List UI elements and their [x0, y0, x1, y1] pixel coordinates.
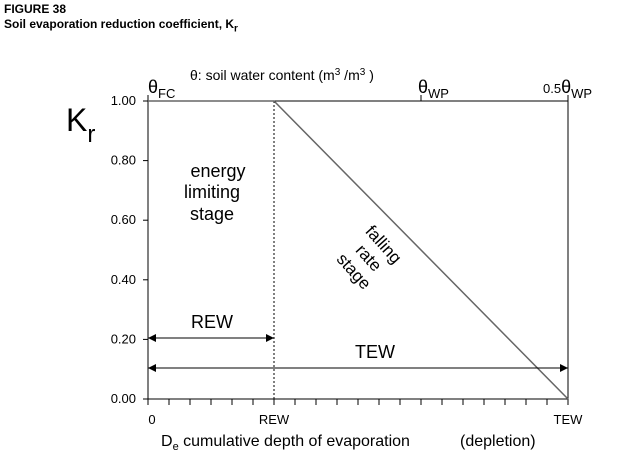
tew-annotation: TEW	[355, 342, 395, 362]
y-axis-label-main: K	[66, 102, 87, 138]
top-axis-title-sup1: 3	[335, 67, 341, 78]
figure-title-main: Soil evaporation reduction coefficient, …	[4, 17, 235, 31]
y-tick-label: 1.00	[111, 93, 136, 108]
x-axis-title-main: D	[161, 433, 173, 450]
top-axis-ticks	[147, 95, 569, 101]
y-tick-label: 0.20	[111, 331, 136, 346]
rew-arrow-head-right	[266, 334, 274, 342]
tew-arrow-head-right	[560, 364, 568, 372]
energy-stage-line3: stage	[190, 204, 234, 224]
rew-arrow	[148, 334, 274, 342]
x-axis-ticks: 0 REW TEW	[147, 399, 584, 427]
y-tick-label: 0.80	[111, 153, 136, 168]
rew-annotation: REW	[191, 312, 233, 332]
y-tick-label: 0.40	[111, 272, 136, 287]
half-theta-symbol: θ	[561, 77, 571, 97]
tew-arrow-head-left	[148, 364, 156, 372]
top-axis-title: θ: soil water content (m3 /m3 )	[190, 67, 374, 83]
x-tick-label: 0	[148, 412, 155, 427]
y-axis-ticks: 0.00 0.20 0.40 0.60 0.80 1.00	[111, 93, 148, 406]
y-tick-label: 0.60	[111, 212, 136, 227]
figure-title-subscript: r	[234, 23, 238, 35]
rew-arrow-head-left	[148, 334, 156, 342]
top-theta-fc-label: θFC	[148, 77, 175, 101]
x-tick-label: TEW	[554, 412, 584, 427]
theta-wp-sub: WP	[428, 86, 449, 101]
top-theta-wp-label: θWP	[418, 77, 449, 101]
energy-stage-line2: limiting	[184, 182, 240, 202]
figure-title: Soil evaporation reduction coefficient, …	[4, 17, 238, 36]
x-axis-title-rest: cumulative depth of evaporation	[179, 433, 410, 450]
energy-stage-line1: energy	[190, 161, 245, 181]
y-axis-label-sub: r	[87, 121, 95, 148]
top-axis-title-mid: /m	[340, 67, 359, 83]
tew-arrow	[148, 364, 568, 372]
top-axis-title-sup2: 3	[360, 67, 366, 78]
theta-fc-symbol: θ	[148, 77, 158, 97]
x-axis-title: De cumulative depth of evaporation	[161, 433, 410, 453]
half-theta-sub: WP	[571, 86, 592, 101]
theta-wp-symbol: θ	[418, 77, 428, 97]
y-axis-label: Kr	[66, 102, 95, 148]
x-tick-label: REW	[259, 412, 290, 427]
theta-fc-sub: FC	[158, 86, 175, 101]
kr-series-line	[148, 100, 569, 400]
figure-number: FIGURE 38	[4, 2, 67, 16]
top-axis-title-end: )	[365, 67, 374, 83]
x-axis-title-paren: (depletion)	[460, 433, 536, 450]
top-axis-title-prefix: θ: soil water content (m	[190, 67, 335, 83]
half-theta-prefix: 0.5	[543, 81, 561, 96]
y-tick-label: 0.00	[111, 391, 136, 406]
top-half-theta-wp-label: 0.5θWP	[543, 77, 592, 101]
falling-stage-annotation: falling rate stage	[333, 222, 406, 293]
x-axis-title-sub: e	[173, 441, 179, 453]
